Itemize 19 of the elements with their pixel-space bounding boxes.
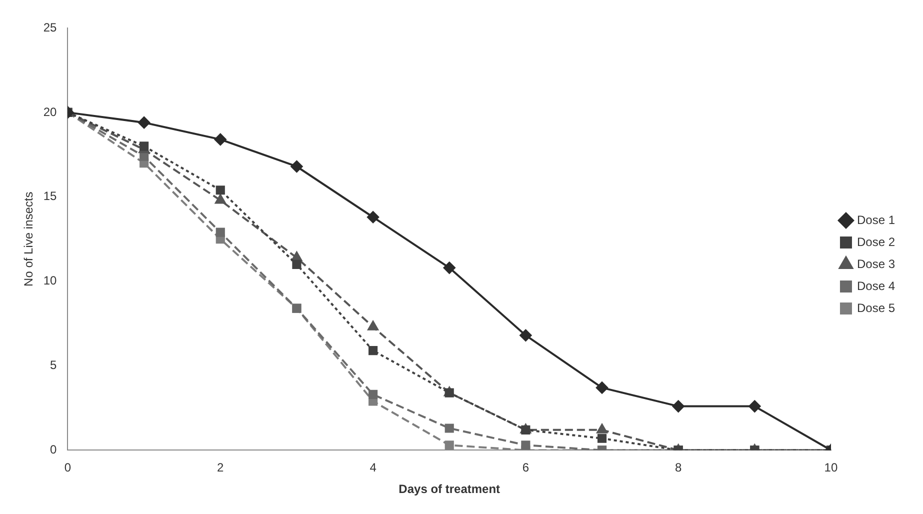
y-axis-title: No of Live insects	[22, 192, 36, 286]
y-tick-label: 10	[43, 274, 58, 288]
legend-label: Dose 5	[856, 300, 896, 315]
legend-label: Dose 4	[856, 278, 896, 293]
x-tick-label: 6	[522, 460, 530, 475]
y-tick-label: 0	[50, 442, 58, 457]
x-tick-label: 0	[64, 460, 72, 475]
legend-label: Dose 3	[856, 256, 896, 271]
x-tick-label: 10	[824, 460, 838, 475]
y-tick-label: 25	[43, 20, 58, 34]
x-tick-label: 8	[674, 460, 682, 475]
x-tick-label: 2	[217, 460, 224, 475]
legend-label: Dose 1	[856, 212, 896, 227]
y-tick-label: 15	[43, 189, 58, 204]
x-axis-title: Days of treatment	[398, 482, 500, 496]
legend-label: Dose 2	[856, 234, 896, 249]
x-tick-label: 4	[370, 460, 377, 475]
y-tick-label: 20	[43, 104, 58, 119]
y-tick-label: 5	[50, 358, 58, 372]
